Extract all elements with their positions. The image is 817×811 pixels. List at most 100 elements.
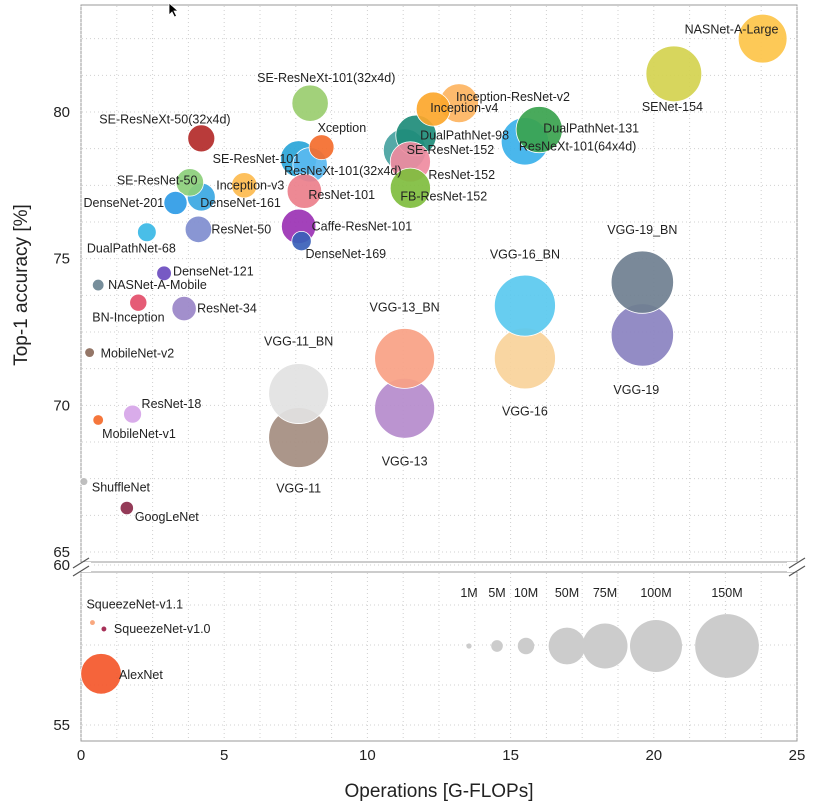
bubble-resnet-50: [184, 215, 213, 243]
size-legend-label: 1M: [460, 586, 477, 600]
y-tick-label: 60: [53, 557, 70, 574]
bubble-dualpathnet-131: [515, 106, 563, 154]
label-vgg-19: VGG-19: [613, 383, 659, 397]
size-legend-label: 10M: [514, 586, 538, 600]
label-resnext-101-64x4d-: ResNeXt-101(64x4d): [519, 139, 636, 153]
point-labels: NASNet-A-Large SENet-154 SE-ResNeXt-101(32…: [84, 23, 779, 682]
label-bn-inception: BN-Inception: [92, 311, 164, 325]
label-mobilenet-v1: MobileNet-v1: [102, 427, 176, 441]
y-tick-label: 80: [53, 104, 70, 121]
size-legend: 1M 5M 10M 50M 75M 100M 150M: [460, 586, 759, 678]
size-legend-bubble: [630, 620, 682, 672]
label-xception: Xception: [318, 121, 367, 135]
label-vgg-13-bn: VGG-13_BN: [370, 300, 440, 314]
bubble-se-resnext-101-32x4d-: [291, 84, 329, 122]
label-densenet-161: DenseNet-161: [200, 196, 281, 210]
label-caffe-resnet-101: Caffe-ResNet-101: [312, 219, 413, 233]
bubble-resnet-34: [171, 295, 197, 322]
bubble-densenet-201: [163, 190, 188, 215]
bubble-mobilenet-v1: [92, 414, 104, 426]
bubble-densenet-169: [291, 230, 312, 252]
bubble-dualpathnet-68: [137, 222, 157, 243]
x-tick-label: 5: [220, 747, 228, 764]
bubble-squeezenet-v1-0: [100, 625, 108, 633]
bubble-nasnet-a-mobile: [91, 278, 105, 292]
x-tick-label: 0: [77, 747, 85, 764]
bubble-resnet-18: [123, 404, 142, 424]
bubble-nasnet-a-large: [737, 13, 788, 64]
bubble-densenet-121: [156, 265, 172, 282]
label-resnet-152: ResNet-152: [428, 168, 495, 182]
size-legend-bubble: [582, 623, 628, 669]
bubble-googlenet: [119, 500, 134, 516]
bubble-vgg-13-bn: [374, 328, 436, 389]
label-resnet-34: ResNet-34: [197, 302, 257, 316]
label-se-resnet-101: SE-ResNet-101: [213, 152, 301, 166]
y-tick-label: 75: [53, 251, 70, 268]
bubble-se-resnext-50-32x4d-: [187, 124, 216, 153]
bubble-vgg-16: [493, 327, 556, 390]
bubble-alexnet: [80, 653, 122, 695]
x-tick-label: 15: [502, 747, 519, 764]
label-resnet-101: ResNet-101: [308, 188, 375, 202]
label-vgg-11-bn: VGG-11_BN: [264, 335, 333, 349]
label-se-resnext-101-32x4d-: SE-ResNeXt-101(32x4d): [257, 71, 395, 85]
label-alexnet: AlexNet: [119, 668, 163, 682]
bubbles: [79, 13, 788, 695]
bubble-xception: [308, 134, 335, 161]
label-vgg-16: VGG-16: [502, 404, 548, 418]
size-legend-label: 100M: [640, 586, 671, 600]
label-squeezenet-v1-0: SqueezeNet-v1.0: [114, 622, 211, 636]
y-tick-label: 65: [53, 544, 70, 561]
axis-break-mark: [788, 565, 806, 577]
bubble-bn-inception: [129, 293, 148, 312]
label-densenet-169: DenseNet-169: [306, 247, 387, 261]
label-senet-154: SENet-154: [642, 100, 703, 114]
bubble-mobilenet-v2: [84, 347, 95, 358]
bubble-resnet-101: [286, 173, 323, 209]
label-dualpathnet-131: DualPathNet-131: [543, 122, 639, 136]
bubble-squeezenet-v1-1: [89, 619, 96, 626]
y-tick-label: 70: [53, 397, 70, 414]
size-legend-label: 75M: [593, 586, 617, 600]
label-inception-v4: Inception-v4: [430, 101, 498, 115]
axis-break-mark: [72, 565, 90, 577]
label-fb-resnet-152: FB-ResNet-152: [400, 189, 487, 203]
label-vgg-16-bn: VGG-16_BN: [490, 248, 560, 262]
label-se-resnext-50-32x4d-: SE-ResNeXt-50(32x4d): [99, 112, 230, 126]
size-legend-bubble: [695, 614, 759, 678]
label-resnet-50: ResNet-50: [211, 222, 271, 236]
label-dualpathnet-68: DualPathNet-68: [87, 241, 176, 255]
bubble-vgg-11-bn: [268, 363, 330, 424]
bubble-senet-154: [645, 45, 703, 103]
axis-break-mark: [72, 557, 90, 569]
bubble-vgg-19-bn: [610, 250, 674, 314]
bubble-fb-resnet-152: [389, 167, 431, 209]
label-se-resnet-50: SE-ResNet-50: [117, 173, 198, 187]
x-axis-title: Operations [G-FLOPs]: [344, 781, 533, 802]
label-se-resnet-152: SE-ResNet-152: [407, 143, 495, 157]
axis-break-gap: [71, 562, 91, 572]
label-shufflenet: ShuffleNet: [92, 481, 151, 495]
size-legend-bubble: [517, 637, 535, 655]
mouse-cursor-icon: [168, 2, 180, 18]
size-legend-label: 5M: [488, 586, 505, 600]
label-vgg-13: VGG-13: [382, 454, 428, 468]
y-tick-label: 55: [53, 717, 70, 734]
axis-break-gap: [787, 562, 807, 572]
size-legend-bubble: [548, 627, 586, 665]
x-tick-label: 25: [789, 747, 806, 764]
label-squeezenet-v1-1: SqueezeNet-v1.1: [86, 598, 183, 612]
size-legend-label: 50M: [555, 586, 579, 600]
label-resnext-101-32x4d-: ResNeXt-101(32x4d): [284, 164, 401, 178]
axis-break-mark: [788, 557, 806, 569]
bubble-inception-v4: [415, 91, 451, 127]
label-vgg-19-bn: VGG-19_BN: [607, 223, 677, 237]
label-inception-v3: Inception-v3: [216, 178, 284, 192]
label-vgg-11: VGG-11: [276, 482, 321, 496]
bubble-vgg-16-bn: [493, 274, 556, 337]
label-mobilenet-v2: MobileNet-v2: [101, 347, 175, 361]
label-nasnet-a-large: NASNet-A-Large: [685, 23, 779, 37]
x-tick-label: 20: [645, 747, 662, 764]
